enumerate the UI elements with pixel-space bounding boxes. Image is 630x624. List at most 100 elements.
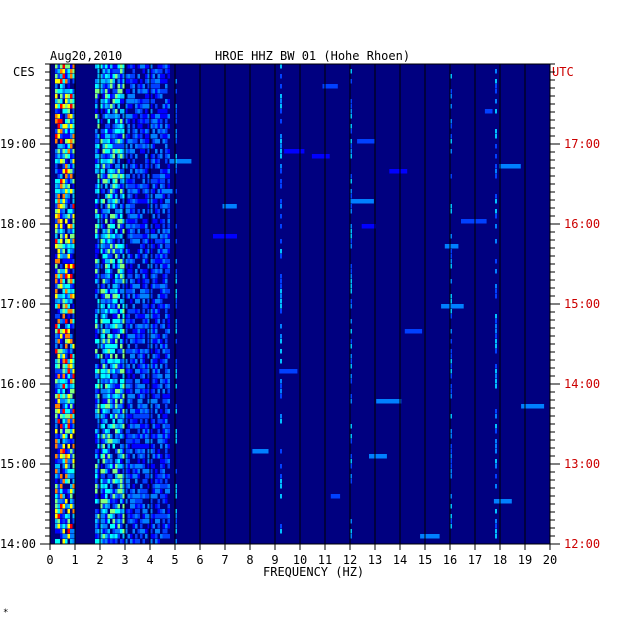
tonal-line-cell xyxy=(175,529,177,534)
spectrogram-cell xyxy=(122,219,125,224)
spectrogram-cell xyxy=(110,199,113,204)
tonal-line-cell xyxy=(495,129,497,134)
x-axis: 0 1 2 3 4 5 6 7 8 9 10 11 12 13 14 15 16 17 18 19 20 xyxy=(46,544,557,567)
spectrogram-cell xyxy=(165,169,168,174)
spectrogram-cell xyxy=(70,229,73,234)
spectrogram-cell xyxy=(125,264,128,269)
spectrogram-cell xyxy=(120,399,123,404)
spectrogram-cell xyxy=(112,64,115,69)
spectrogram-cell xyxy=(145,94,148,99)
spectrogram-cell xyxy=(130,269,133,274)
spectrogram-cell xyxy=(142,304,145,309)
spectrogram-cell xyxy=(107,204,110,209)
tonal-line-cell xyxy=(350,149,352,154)
spectrogram-cell xyxy=(105,294,108,299)
spectrogram-cell xyxy=(127,294,130,299)
spectrogram-cell xyxy=(57,269,60,274)
spectrogram-cell xyxy=(150,224,153,229)
spectrogram-cell xyxy=(55,379,58,384)
spectrogram-cell xyxy=(125,524,128,529)
spectrogram-cell xyxy=(95,269,98,274)
spectrogram-cell xyxy=(115,494,118,499)
spectrogram-cell xyxy=(60,279,63,284)
spectrogram-cell xyxy=(150,189,153,194)
spectrogram-cell xyxy=(105,369,108,374)
spectrogram-cell xyxy=(130,204,133,209)
spectrogram-cell xyxy=(107,449,110,454)
spectrogram-cell xyxy=(65,329,68,334)
spectrogram-cell xyxy=(95,464,98,469)
spectrogram-cell xyxy=(72,199,75,204)
spectrogram-cell xyxy=(145,199,148,204)
spectrogram-cell xyxy=(162,334,165,339)
spectrogram-cell xyxy=(67,504,70,509)
tonal-line-cell xyxy=(175,439,177,444)
spectrogram-cell xyxy=(160,509,163,514)
tonal-line-cell xyxy=(350,344,352,349)
spectrogram-cell xyxy=(117,429,120,434)
spectrogram-cell xyxy=(152,434,155,439)
spectrogram-cell xyxy=(160,284,163,289)
tonal-line-cell xyxy=(495,79,497,84)
spectrogram-cell xyxy=(157,334,160,339)
spectrogram-cell xyxy=(57,149,60,154)
tonal-line-cell xyxy=(280,389,282,394)
tonal-line-cell xyxy=(175,494,177,499)
spectrogram-cell xyxy=(95,289,98,294)
spectrogram-cell xyxy=(110,349,113,354)
spectrogram-cell xyxy=(115,529,118,534)
spectrogram-cell xyxy=(70,279,73,284)
spectrogram-cell xyxy=(140,119,143,124)
spectrogram-cell xyxy=(152,214,155,219)
spectrogram-cell xyxy=(162,229,165,234)
spectrogram-cell xyxy=(115,199,118,204)
spectrogram-cell xyxy=(142,269,145,274)
spectrogram-cell xyxy=(115,519,118,524)
spectrogram-cell xyxy=(100,84,103,89)
spectrogram-cell xyxy=(135,309,138,314)
spectrogram-cell xyxy=(55,529,58,534)
spectrogram-cell xyxy=(95,489,98,494)
spectrogram-cell xyxy=(115,164,118,169)
spectrogram-cell xyxy=(132,514,135,519)
spectrogram-cell xyxy=(112,504,115,509)
spectrogram-cell xyxy=(127,404,130,409)
spectrogram-cell xyxy=(112,94,115,99)
spectrogram-cell xyxy=(72,134,75,139)
spectrogram-cell xyxy=(122,499,125,504)
spectrogram-cell xyxy=(165,354,168,359)
spectrogram-cell xyxy=(107,134,110,139)
spectrogram-cell xyxy=(125,224,128,229)
spectrogram-cell xyxy=(147,354,150,359)
tonal-line-cell xyxy=(495,409,497,414)
spectrogram-cell xyxy=(165,364,168,369)
spectrogram-cell xyxy=(120,389,123,394)
spectrogram-cell xyxy=(110,379,113,384)
spectrogram-cell xyxy=(97,329,100,334)
spectrogram-cell xyxy=(57,224,60,229)
spectrogram-cell xyxy=(55,439,58,444)
spectrogram-cell xyxy=(122,109,125,114)
spectrogram-cell xyxy=(132,124,135,129)
spectrogram-cell xyxy=(115,299,118,304)
spectrogram-cell xyxy=(97,384,100,389)
spectrogram-cell xyxy=(110,84,113,89)
spectrogram-cell xyxy=(117,249,120,254)
spectrogram-cell xyxy=(62,304,65,309)
spectrogram-cell xyxy=(132,374,135,379)
spectrogram-cell xyxy=(125,384,128,389)
spectrogram-cell xyxy=(107,464,110,469)
tonal-line-cell xyxy=(280,249,282,254)
spectrogram-cell xyxy=(122,184,125,189)
spectrogram-cell xyxy=(95,404,98,409)
tonal-line-cell xyxy=(175,359,177,364)
spectrogram-cell xyxy=(150,84,153,89)
spectrogram-cell xyxy=(130,404,133,409)
spectrogram-cell xyxy=(97,354,100,359)
spectrogram-cell xyxy=(167,134,170,139)
spectrogram-cell xyxy=(97,369,100,374)
x-tick-label: 13 xyxy=(368,553,382,567)
tonal-line-cell xyxy=(280,479,282,484)
spectrogram-cell xyxy=(100,199,103,204)
spectrogram-cell xyxy=(70,74,73,79)
